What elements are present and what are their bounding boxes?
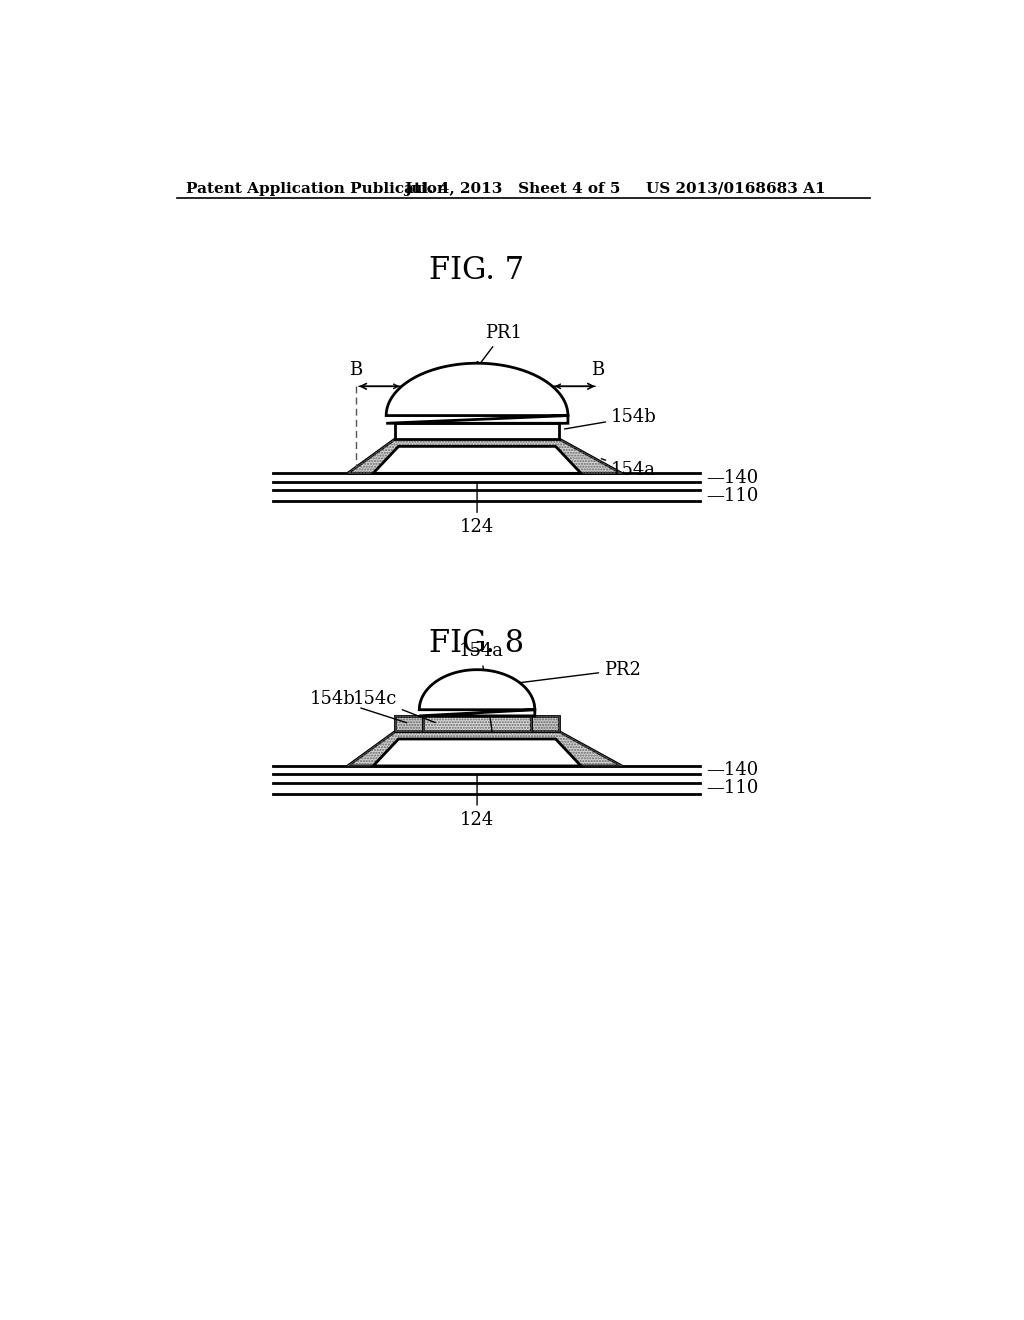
Polygon shape — [419, 669, 535, 715]
Text: B: B — [591, 362, 604, 379]
Text: US 2013/0168683 A1: US 2013/0168683 A1 — [646, 182, 826, 195]
Text: A: A — [471, 362, 483, 379]
Text: PR1: PR1 — [471, 323, 522, 376]
Text: B: B — [349, 362, 362, 379]
Text: 124: 124 — [460, 775, 495, 829]
Text: —110: —110 — [707, 779, 759, 797]
Text: Jul. 4, 2013   Sheet 4 of 5: Jul. 4, 2013 Sheet 4 of 5 — [403, 182, 621, 195]
Text: 124: 124 — [460, 482, 495, 536]
Text: FIG. 8: FIG. 8 — [429, 628, 524, 659]
Polygon shape — [395, 715, 423, 731]
Text: —110: —110 — [707, 487, 759, 504]
Text: 154a: 154a — [601, 458, 656, 479]
Polygon shape — [531, 715, 559, 731]
Text: PR2: PR2 — [514, 661, 641, 684]
Text: 154c: 154c — [352, 690, 435, 722]
Polygon shape — [395, 424, 559, 438]
Text: 154b: 154b — [564, 408, 656, 429]
Polygon shape — [373, 739, 581, 766]
Polygon shape — [373, 446, 581, 474]
Text: Patent Application Publication: Patent Application Publication — [186, 182, 449, 195]
Text: 154a: 154a — [459, 643, 504, 731]
Polygon shape — [348, 731, 622, 766]
Polygon shape — [348, 438, 622, 474]
Text: —140: —140 — [707, 762, 759, 779]
Text: 154b: 154b — [309, 690, 407, 723]
Polygon shape — [423, 715, 531, 731]
Polygon shape — [386, 363, 568, 424]
Text: —140: —140 — [707, 469, 759, 487]
Text: FIG. 7: FIG. 7 — [429, 255, 524, 285]
